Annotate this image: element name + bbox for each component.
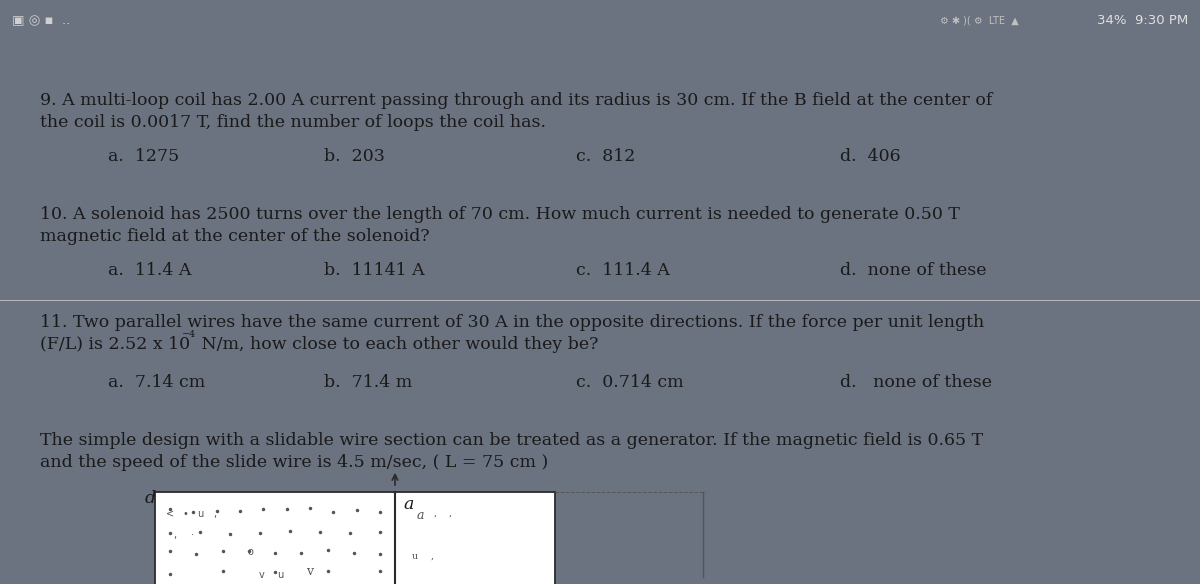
Text: d.  none of these: d. none of these xyxy=(840,262,986,279)
Text: d.   none of these: d. none of these xyxy=(840,374,992,391)
Text: ,: , xyxy=(214,509,216,519)
Text: <: < xyxy=(166,509,174,519)
Text: a: a xyxy=(403,496,413,513)
Text: ▣ ◎ ▪  ..: ▣ ◎ ▪ .. xyxy=(12,14,71,27)
Text: c.  812: c. 812 xyxy=(576,148,635,165)
Text: ⁻⁴: ⁻⁴ xyxy=(182,331,196,345)
Text: •: • xyxy=(182,509,188,519)
Text: v: v xyxy=(259,570,265,580)
Text: c.  111.4 A: c. 111.4 A xyxy=(576,262,670,279)
Text: a: a xyxy=(416,509,424,522)
Text: ,: , xyxy=(433,509,437,518)
Text: a.  11.4 A: a. 11.4 A xyxy=(108,262,191,279)
Text: a.  7.14 cm: a. 7.14 cm xyxy=(108,374,205,391)
Text: d.  406: d. 406 xyxy=(840,148,901,165)
Text: 11. Two parallel wires have the same current of 30 A in the opposite directions.: 11. Two parallel wires have the same cur… xyxy=(40,314,984,331)
Text: ·: · xyxy=(191,530,193,540)
Text: u: u xyxy=(277,570,283,580)
Text: 9. A multi-loop coil has 2.00 A current passing through and its radius is 30 cm.: 9. A multi-loop coil has 2.00 A current … xyxy=(40,92,992,109)
Text: b.  11141 A: b. 11141 A xyxy=(324,262,425,279)
Text: ,: , xyxy=(431,552,433,561)
Text: b.  71.4 m: b. 71.4 m xyxy=(324,374,413,391)
Text: o: o xyxy=(247,547,253,557)
Bar xyxy=(155,492,554,584)
Text: a.  1275: a. 1275 xyxy=(108,148,179,165)
Text: The simple design with a slidable wire section can be treated as a generator. If: The simple design with a slidable wire s… xyxy=(40,432,983,449)
Text: magnetic field at the center of the solenoid?: magnetic field at the center of the sole… xyxy=(40,228,430,245)
Text: the coil is 0.0017 T, find the number of loops the coil has.: the coil is 0.0017 T, find the number of… xyxy=(40,114,546,131)
Text: u: u xyxy=(412,552,418,561)
Text: N/m, how close to each other would they be?: N/m, how close to each other would they … xyxy=(196,336,599,353)
Text: u: u xyxy=(197,509,203,519)
Text: c.  0.714 cm: c. 0.714 cm xyxy=(576,374,684,391)
Text: 34%  9:30 PM: 34% 9:30 PM xyxy=(1097,14,1188,27)
Text: ⚙ ✱ )( ⚙  LTE  ▲: ⚙ ✱ )( ⚙ LTE ▲ xyxy=(940,16,1019,26)
Text: ,: , xyxy=(449,509,451,518)
Text: (F/L) is 2.52 x 10: (F/L) is 2.52 x 10 xyxy=(40,336,190,353)
Text: ,: , xyxy=(174,530,176,540)
Text: b.  203: b. 203 xyxy=(324,148,385,165)
Text: and the speed of the slide wire is 4.5 m/sec, ( L = 75 cm ): and the speed of the slide wire is 4.5 m… xyxy=(40,454,548,471)
Text: v: v xyxy=(306,565,313,578)
Text: d: d xyxy=(145,490,156,507)
Text: 10. A solenoid has 2500 turns over the length of 70 cm. How much current is need: 10. A solenoid has 2500 turns over the l… xyxy=(40,206,960,223)
